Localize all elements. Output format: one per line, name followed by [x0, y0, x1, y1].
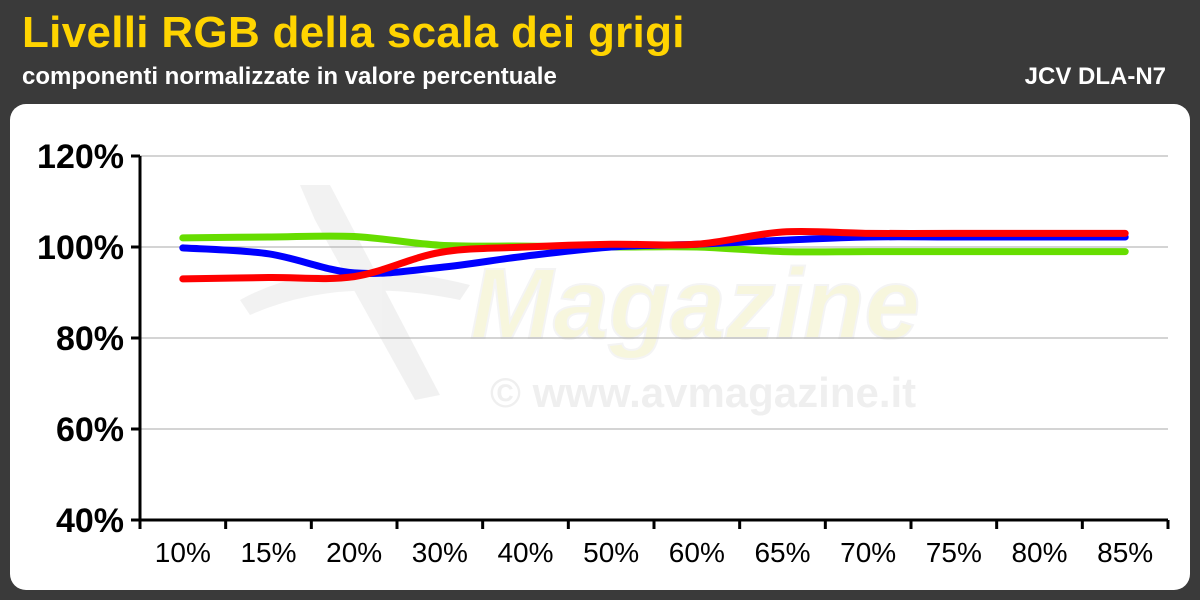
chart-title: Livelli RGB della scala dei grigi: [22, 8, 685, 57]
x-tick-label: 50%: [583, 537, 639, 568]
device-model: JCV DLA-N7: [1024, 63, 1166, 90]
y-tick-label: 120%: [37, 138, 124, 176]
x-tick-label: 15%: [240, 537, 296, 568]
watermark-url: © www.avmagazine.it: [490, 369, 916, 416]
watermark-brand: Magazine: [470, 248, 920, 360]
x-tick-label: 85%: [1097, 537, 1153, 568]
x-tick-labels: 10% 15% 20% 30% 40% 50% 60% 65% 70% 75% 80% 85%: [155, 537, 1153, 568]
x-tick-label: 40%: [497, 537, 553, 568]
x-tick-label: 65%: [754, 537, 810, 568]
x-tick-label: 80%: [1011, 537, 1067, 568]
x-tick-label: 10%: [155, 537, 211, 568]
series-line-red: [179, 227, 1129, 283]
y-tick-label: 60%: [56, 411, 124, 449]
x-tick-label: 60%: [669, 537, 725, 568]
x-tick-label: 20%: [326, 537, 382, 568]
x-tick-label: 75%: [926, 537, 982, 568]
x-tick-label: 30%: [412, 537, 468, 568]
y-tick-labels: 120% 100% 80% 60% 40%: [37, 138, 124, 540]
series-lines: [179, 227, 1129, 283]
watermark: Magazine © www.avmagazine.it: [240, 185, 921, 416]
y-tick-label: 40%: [56, 502, 124, 540]
chart-header: Livelli RGB della scala dei grigi compon…: [0, 0, 1200, 100]
axes: [131, 154, 1170, 529]
watermark-logo-icon: [240, 185, 470, 400]
x-tick-label: 70%: [840, 537, 896, 568]
chart-panel: [10, 104, 1190, 590]
chart-subtitle: componenti normalizzate in valore percen…: [22, 63, 557, 90]
y-tick-label: 80%: [56, 320, 124, 358]
y-tick-label: 100%: [37, 229, 124, 267]
